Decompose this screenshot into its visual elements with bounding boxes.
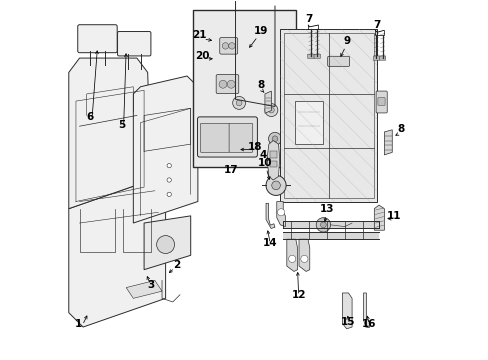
Polygon shape — [276, 202, 285, 226]
Text: 6: 6 — [86, 112, 93, 122]
Text: 3: 3 — [146, 280, 154, 289]
Bar — [280, 30, 376, 202]
FancyBboxPatch shape — [219, 38, 237, 54]
Circle shape — [316, 218, 330, 232]
Polygon shape — [286, 239, 297, 271]
Polygon shape — [342, 293, 351, 329]
Text: 2: 2 — [172, 260, 180, 270]
Polygon shape — [384, 130, 391, 155]
Circle shape — [227, 80, 235, 88]
Text: 7: 7 — [305, 14, 312, 24]
Polygon shape — [266, 140, 279, 180]
Polygon shape — [298, 239, 309, 271]
Text: 4: 4 — [259, 150, 266, 161]
Text: 12: 12 — [291, 291, 305, 300]
Circle shape — [268, 107, 274, 113]
FancyBboxPatch shape — [327, 56, 349, 66]
Circle shape — [219, 80, 226, 88]
Text: 11: 11 — [386, 211, 400, 221]
Circle shape — [277, 209, 284, 216]
Polygon shape — [69, 58, 151, 209]
FancyBboxPatch shape — [375, 91, 386, 113]
Text: 20: 20 — [195, 51, 209, 61]
Bar — [284, 33, 373, 198]
Text: 15: 15 — [341, 317, 355, 327]
Circle shape — [271, 181, 280, 190]
FancyBboxPatch shape — [313, 54, 320, 58]
FancyBboxPatch shape — [117, 32, 151, 56]
Text: 18: 18 — [247, 141, 262, 152]
Text: 1: 1 — [75, 319, 82, 329]
Circle shape — [228, 42, 235, 49]
Text: 14: 14 — [263, 238, 277, 248]
Text: 16: 16 — [361, 319, 376, 329]
Circle shape — [264, 104, 277, 117]
Polygon shape — [363, 293, 368, 328]
Bar — [269, 161, 277, 167]
Circle shape — [271, 136, 277, 141]
Circle shape — [300, 255, 307, 262]
Circle shape — [167, 178, 171, 182]
Circle shape — [167, 192, 171, 197]
Polygon shape — [373, 205, 384, 230]
Text: 17: 17 — [224, 165, 239, 175]
FancyBboxPatch shape — [377, 98, 384, 105]
Text: 8: 8 — [397, 123, 404, 134]
Polygon shape — [69, 180, 165, 327]
Circle shape — [167, 163, 171, 168]
Text: 9: 9 — [343, 36, 349, 46]
Bar — [294, 101, 323, 144]
Text: 5: 5 — [118, 120, 125, 130]
Text: 8: 8 — [257, 80, 264, 90]
Circle shape — [222, 42, 228, 49]
FancyBboxPatch shape — [372, 56, 379, 60]
Text: 19: 19 — [253, 26, 267, 36]
FancyBboxPatch shape — [216, 75, 238, 94]
Circle shape — [320, 222, 325, 228]
Bar — [269, 151, 277, 158]
Circle shape — [232, 96, 245, 109]
Circle shape — [265, 175, 285, 195]
FancyBboxPatch shape — [197, 117, 257, 157]
Polygon shape — [265, 203, 274, 228]
FancyBboxPatch shape — [307, 54, 313, 58]
Polygon shape — [264, 91, 271, 113]
Polygon shape — [133, 76, 198, 223]
FancyBboxPatch shape — [379, 56, 385, 60]
Text: 21: 21 — [192, 30, 206, 40]
Bar — [192, 10, 296, 167]
Circle shape — [236, 100, 242, 106]
Text: 10: 10 — [258, 158, 272, 168]
Circle shape — [156, 235, 174, 253]
FancyBboxPatch shape — [78, 25, 117, 53]
Text: 13: 13 — [319, 204, 333, 214]
FancyBboxPatch shape — [228, 123, 252, 152]
Circle shape — [288, 255, 295, 262]
Polygon shape — [144, 216, 190, 270]
Polygon shape — [126, 280, 162, 298]
FancyBboxPatch shape — [200, 123, 229, 152]
Text: 7: 7 — [373, 19, 380, 30]
Circle shape — [268, 132, 281, 145]
